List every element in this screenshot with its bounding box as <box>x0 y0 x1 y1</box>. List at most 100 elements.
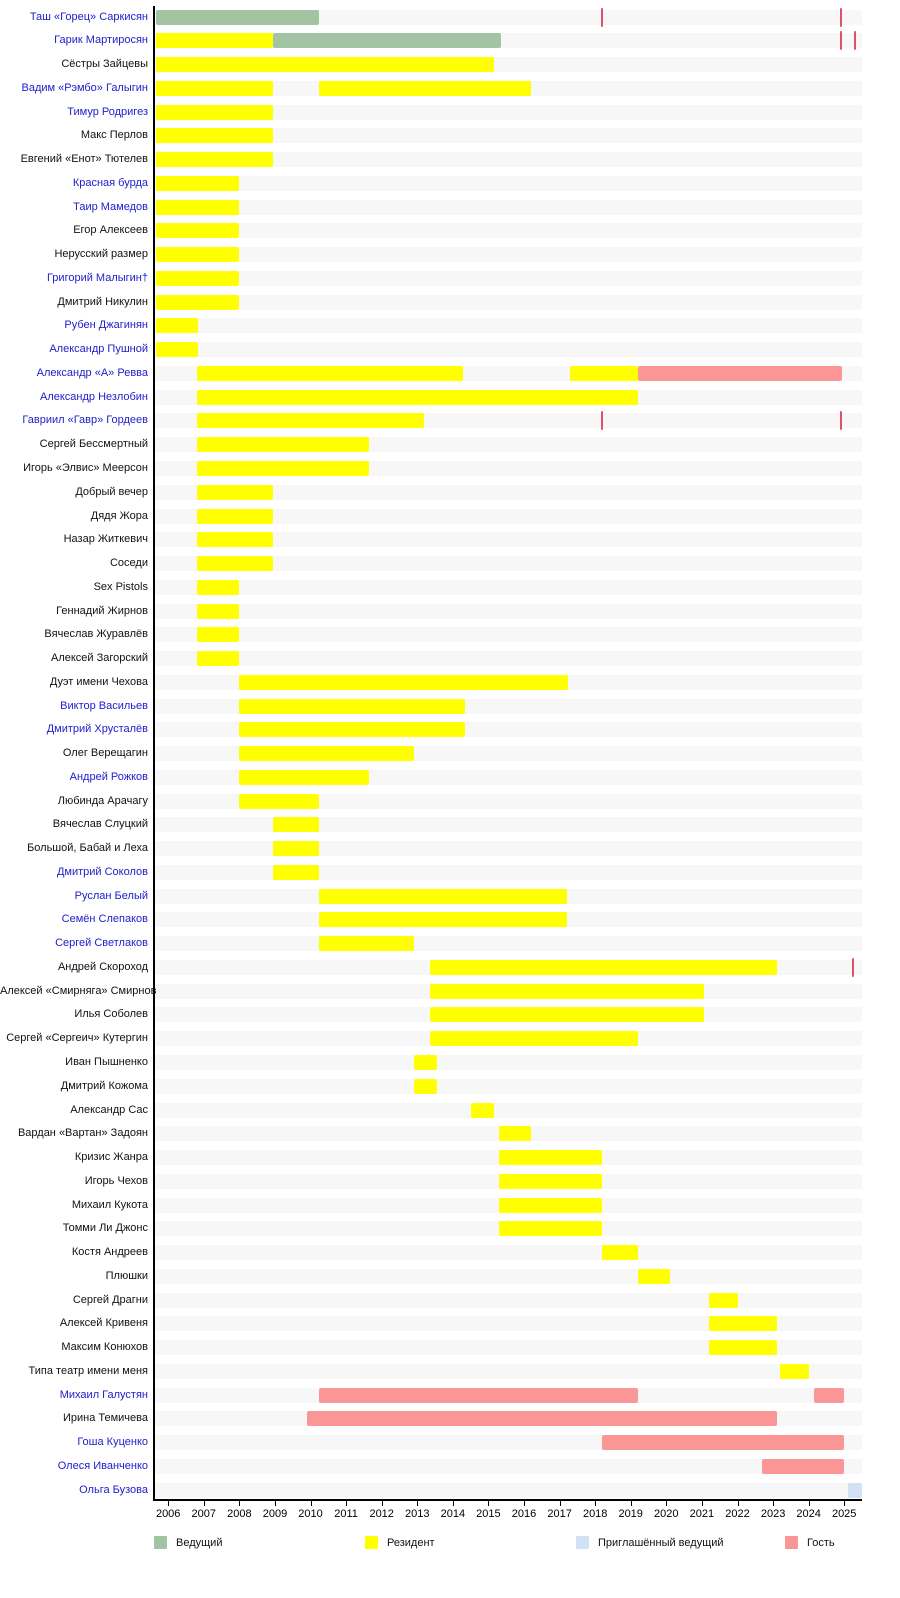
x-axis-year-label: 2013 <box>405 1508 430 1520</box>
guest-appearance-tick <box>839 31 842 51</box>
row-label[interactable]: Александр Незлобин <box>39 390 148 403</box>
row-label: Плюшки <box>105 1269 148 1282</box>
timeline-bar-resident <box>155 270 240 286</box>
timeline-bar-resident <box>155 294 240 310</box>
row-label: Sex Pistols <box>93 580 148 593</box>
timeline-bar-resident <box>155 223 240 239</box>
timeline-bar-resident <box>319 936 414 952</box>
row-label[interactable]: Руслан Белый <box>74 889 148 902</box>
row-label[interactable]: Гоша Куценко <box>77 1436 148 1449</box>
x-axis-tick <box>239 1499 241 1506</box>
legend-label-guest: Гость <box>807 1537 835 1549</box>
row-track <box>154 1316 862 1332</box>
row-track <box>154 1268 862 1284</box>
x-axis-year-label: 2020 <box>654 1508 679 1520</box>
row-label[interactable]: Александр Пушной <box>49 343 148 356</box>
row-label[interactable]: Семён Слепаков <box>61 913 148 926</box>
timeline-bar-host <box>155 9 320 25</box>
row-label[interactable]: Виктор Васильев <box>60 699 148 712</box>
row-label[interactable]: Дмитрий Соколов <box>56 865 148 878</box>
timeline-bar-resident <box>499 1126 532 1142</box>
row-track <box>154 532 862 548</box>
timeline-bar-resident <box>637 1268 670 1284</box>
timeline-bar-resident <box>196 484 274 500</box>
x-axis-year-label: 2008 <box>227 1508 252 1520</box>
row-label: Алексей «Смирняга» Смирнов <box>0 984 157 997</box>
row-label: Нерусский размер <box>54 248 148 261</box>
x-axis-year-label: 2006 <box>155 1508 181 1520</box>
timeline-bar-resident <box>196 651 240 666</box>
row-track <box>154 841 862 857</box>
row-label: Олег Верещагин <box>62 747 148 760</box>
row-label[interactable]: Андрей Рожков <box>69 770 148 783</box>
row-label[interactable]: Вадим «Рэмбо» Галыгин <box>21 81 148 94</box>
row-track <box>154 1458 862 1474</box>
timeline-bar-resident <box>273 817 320 833</box>
timeline-bar-resident <box>780 1363 809 1379</box>
x-axis-year-label: 2019 <box>618 1508 643 1520</box>
row-track <box>154 627 862 643</box>
row-label[interactable]: Гарик Мартиросян <box>54 34 148 47</box>
row-label[interactable]: Таир Мамедов <box>73 200 148 213</box>
legend-label-host: Ведущий <box>176 1537 223 1549</box>
timeline-bar-guest <box>637 365 843 381</box>
row-track <box>154 223 862 239</box>
x-axis-year-label: 2021 <box>689 1508 715 1520</box>
timeline-bar-resident <box>196 579 240 595</box>
row-label[interactable]: Тимур Родригез <box>67 105 148 118</box>
timeline-bar-resident <box>196 413 425 429</box>
legend-swatch-guest <box>785 1536 798 1549</box>
x-axis-tick <box>417 1499 419 1506</box>
x-axis-tick <box>630 1499 632 1506</box>
row-label[interactable]: Ольга Бузова <box>79 1483 148 1496</box>
row-track <box>154 294 862 310</box>
timeline-bar-resident <box>709 1316 777 1332</box>
row-label[interactable]: Григорий Малыгин† <box>46 271 148 284</box>
x-axis-tick <box>452 1499 454 1506</box>
row-label[interactable]: Рубен Джагинян <box>64 319 148 332</box>
timeline-bar-resident <box>273 864 320 880</box>
row-track <box>154 1482 862 1498</box>
timeline-bar-resident <box>429 959 777 975</box>
row-label: Иван Пышненко <box>65 1055 148 1068</box>
timeline-bar-resident <box>570 365 638 381</box>
x-axis-tick <box>773 1499 775 1506</box>
x-axis-year-label: 2025 <box>831 1508 857 1520</box>
row-track <box>154 199 862 215</box>
row-label: Дмитрий Кожома <box>60 1079 148 1092</box>
row-label[interactable]: Гавриил «Гавр» Гордеев <box>22 414 148 427</box>
x-axis-year-label: 2015 <box>476 1508 501 1520</box>
timeline-bar-resident <box>499 1221 603 1237</box>
row-label: Андрей Скороход <box>57 960 148 973</box>
legend-label-invited_host: Приглашённый ведущий <box>598 1537 724 1549</box>
x-axis-tick <box>346 1499 348 1506</box>
row-label: Томми Ли Джонс <box>62 1222 148 1235</box>
legend-swatch-host <box>154 1536 167 1549</box>
row-label: Максим Конюхов <box>61 1341 148 1354</box>
timeline-bar-guest <box>307 1411 777 1427</box>
row-label[interactable]: Красная бурда <box>72 176 148 189</box>
timeline-bar-resident <box>155 128 274 144</box>
guest-appearance-tick <box>601 411 604 431</box>
row-track <box>154 9 862 25</box>
timeline-bar-resident <box>155 342 199 358</box>
row-label: Вячеслав Журавлёв <box>44 628 148 641</box>
timeline-bar-resident <box>429 983 704 999</box>
y-axis-line <box>153 6 155 1499</box>
timeline-bar-resident <box>429 1007 704 1023</box>
row-label[interactable]: Олеся Иванченко <box>57 1459 148 1472</box>
row-label[interactable]: Сергей Светлаков <box>55 937 148 950</box>
x-axis-year-label: 2007 <box>191 1508 217 1520</box>
timeline-bar-resident <box>196 508 274 524</box>
row-track <box>154 579 862 595</box>
x-axis-tick <box>168 1499 170 1506</box>
timeline-bar-resident <box>155 152 274 168</box>
row-label: Кризис Жанра <box>74 1151 148 1163</box>
row-label[interactable]: Таш «Горец» Саркисян <box>29 10 148 23</box>
row-track <box>154 864 862 880</box>
row-label[interactable]: Александр «А» Ревва <box>36 366 148 379</box>
row-label[interactable]: Михаил Галустян <box>59 1388 148 1401</box>
row-label[interactable]: Дмитрий Хрусталёв <box>46 723 148 736</box>
x-axis-tick <box>666 1499 668 1506</box>
row-label: Соседи <box>109 557 148 569</box>
